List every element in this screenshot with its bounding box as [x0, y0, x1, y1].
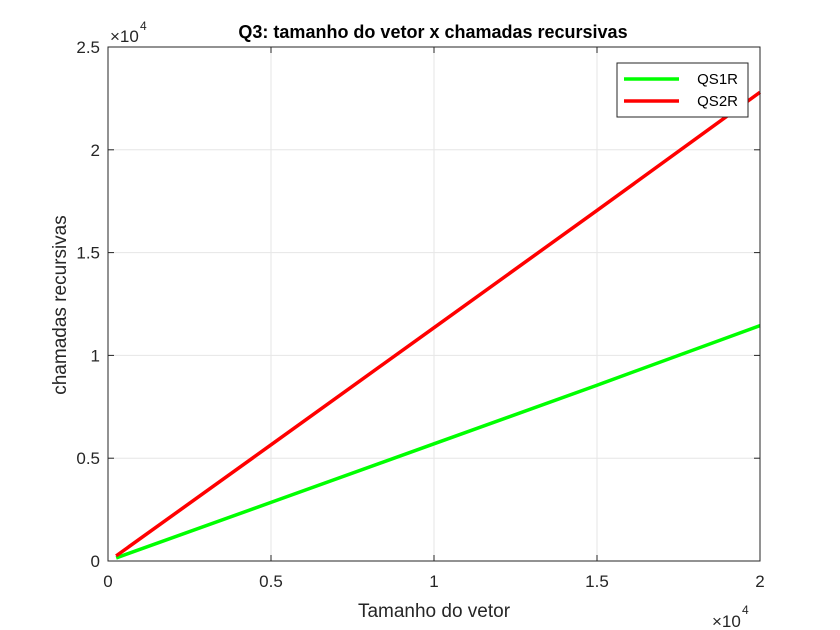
chart-title: Q3: tamanho do vetor x chamadas recursiv… [238, 22, 627, 42]
series-line-qs2r [115, 90, 762, 558]
y-tick-label: 2 [91, 141, 100, 160]
legend-label: QS2R [697, 93, 738, 110]
x-tick-label: 1.5 [585, 572, 609, 591]
x-tick-label: 0.5 [259, 572, 283, 591]
y-multiplier-base: ×10 [110, 27, 139, 46]
y-tick-label: 0 [91, 552, 100, 571]
y-tick-label: 1 [91, 346, 100, 365]
legend-box [616, 62, 749, 118]
y-axis-label: chamadas recursivas [50, 215, 71, 395]
x-tick-label: 0 [103, 572, 112, 591]
x-tick-label: 2 [755, 572, 764, 591]
y-tick-label: 0.5 [76, 449, 100, 468]
x-multiplier-exp: 4 [742, 603, 749, 617]
y-multiplier-exp: 4 [140, 19, 147, 33]
x-multiplier-base: ×10 [712, 612, 741, 630]
y-tick-label: 2.5 [76, 38, 100, 57]
grid [107, 46, 761, 562]
ticks: 0 0.5 1 1.5 2 0 0.5 1 1.5 2 2.5 [76, 38, 764, 591]
y-tick-label: 1.5 [76, 244, 100, 263]
series-line-qs1r [115, 323, 761, 560]
legend: QS1R QS2R [616, 62, 749, 118]
y-multiplier: ×10 4 [110, 19, 147, 46]
x-axis-label: Tamanho do vetor [358, 601, 511, 622]
series-lines [115, 90, 762, 560]
x-multiplier: ×10 4 [712, 603, 749, 630]
x-tick-label: 1 [429, 572, 438, 591]
legend-label: QS1R [697, 71, 738, 88]
